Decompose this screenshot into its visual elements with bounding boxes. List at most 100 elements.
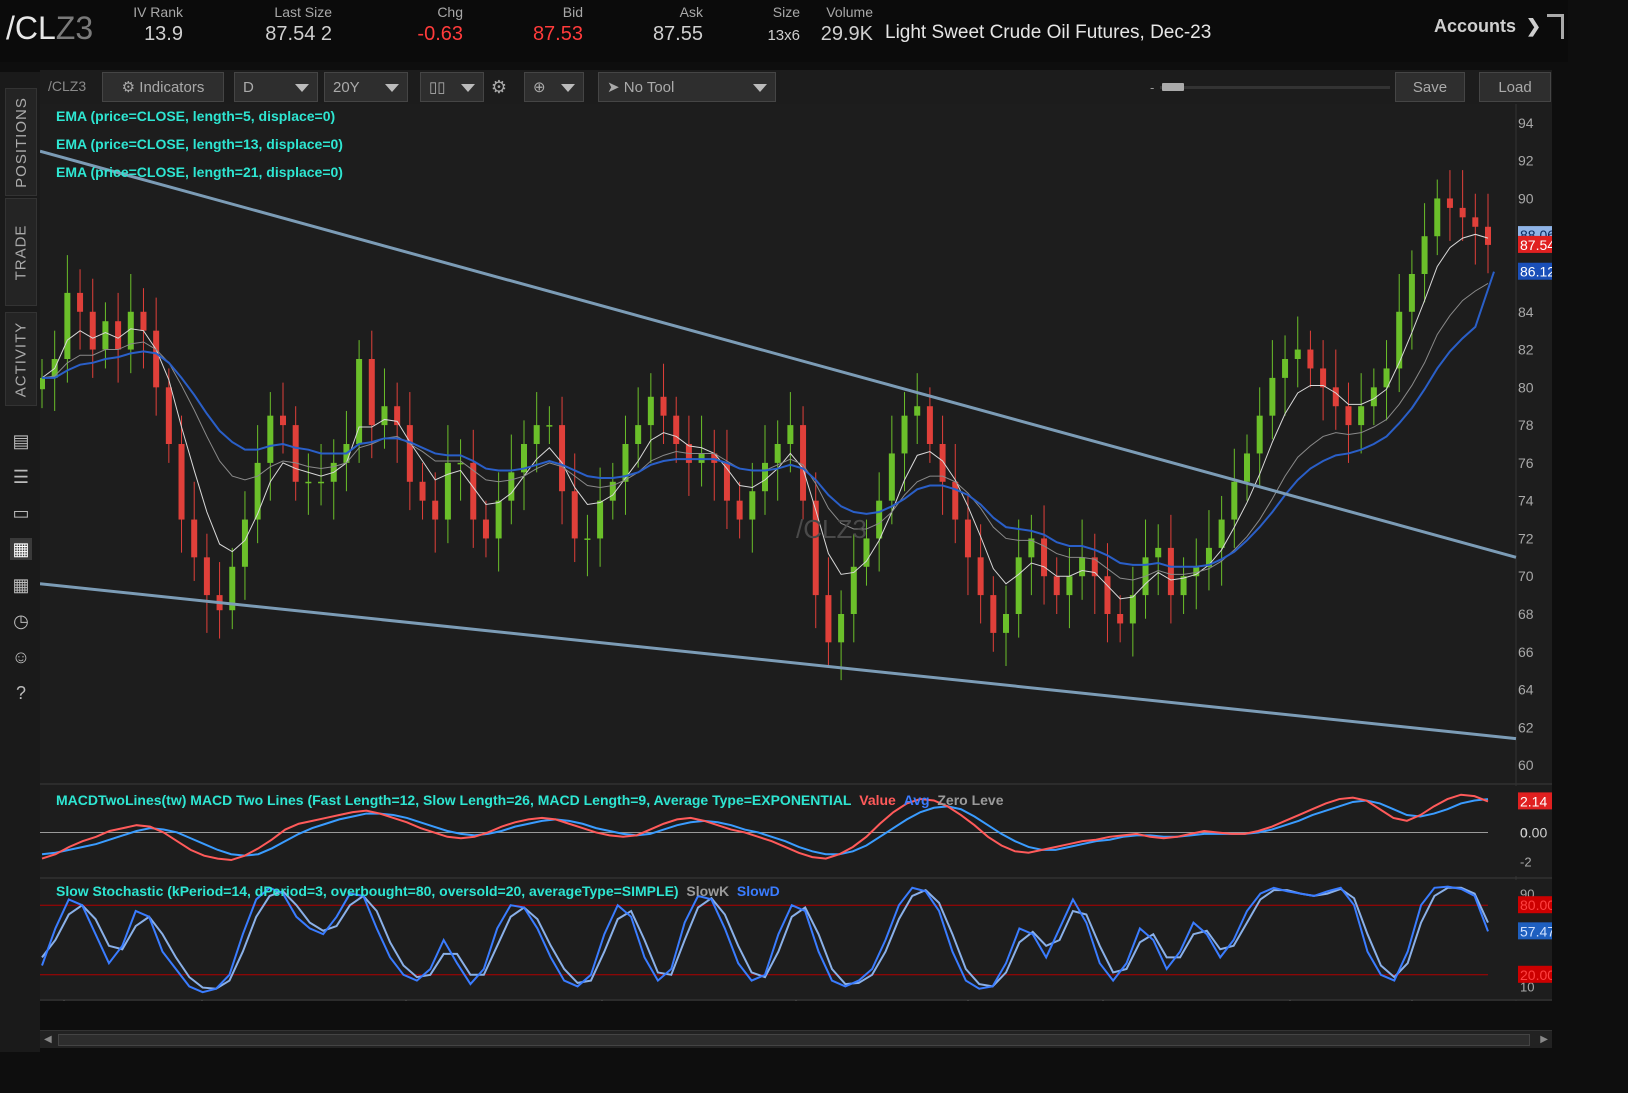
price-pane — [40, 104, 1552, 784]
chart-area[interactable]: 60626466687072747678808284868890929488.0… — [40, 104, 1552, 1001]
candle-body — [508, 472, 515, 501]
candle-body — [1446, 198, 1453, 208]
study-label-stochastic[interactable]: Slow Stochastic (kPeriod=14, dPeriod=3, … — [56, 883, 780, 899]
candle-body — [546, 425, 553, 427]
candle-body — [115, 321, 122, 350]
stoch-badge-label: 20.00 — [1520, 967, 1552, 983]
stoch-badge-label: 57.47 — [1520, 923, 1552, 939]
macd-badge-label: 2.14 — [1520, 793, 1547, 809]
macd-pane — [40, 786, 1552, 876]
zoom-slider[interactable] — [1160, 86, 1390, 89]
price-tick-label: 72 — [1518, 530, 1534, 546]
trendline-upper — [40, 149, 1517, 559]
price-tick-label: 90 — [1518, 190, 1534, 206]
candle-body — [1269, 377, 1276, 416]
studies-menu[interactable]: ⊕ — [524, 72, 584, 102]
ema-line-ema5 — [41, 233, 1489, 600]
candle-body — [1459, 207, 1466, 218]
candle-body — [406, 425, 413, 482]
scroll-thumb[interactable] — [58, 1034, 1530, 1046]
candle-body — [1028, 538, 1035, 558]
load-button[interactable]: Load — [1479, 72, 1551, 102]
price-tick-label: 94 — [1518, 115, 1534, 131]
tab-activity[interactable]: ACTIVITY — [5, 312, 37, 406]
quote-value: 13.9 — [144, 23, 183, 45]
help-icon[interactable]: ? — [15, 683, 26, 703]
tab-positions[interactable]: POSITIONS — [5, 88, 37, 196]
study-label-ema5[interactable]: EMA (price=CLOSE, length=5, displace=0) — [56, 108, 336, 124]
chart-type-select[interactable]: ▯▯ — [420, 72, 484, 102]
candle-body — [1282, 359, 1289, 378]
stoch-badge — [1518, 922, 1552, 940]
candle-body — [647, 396, 654, 426]
macd-tick-label: 0 — [1520, 825, 1527, 840]
candle-body — [673, 415, 680, 444]
candle-body — [1155, 547, 1162, 558]
chart-icon[interactable]: ▦ — [10, 538, 32, 560]
settings-gear-icon[interactable]: ⚙ — [490, 77, 508, 97]
candle-body — [952, 481, 959, 520]
candle-body — [457, 462, 464, 465]
candle-body — [1307, 349, 1314, 369]
chart-canvas[interactable]: 60626466687072747678808284868890929488.0… — [40, 104, 1552, 1001]
grid-icon[interactable]: ▦ — [12, 575, 30, 595]
scroll-left-icon[interactable]: ◀ — [44, 1034, 52, 1045]
quote-label: IV Rank — [133, 4, 183, 20]
price-tick-label: 92 — [1518, 153, 1534, 169]
price-badge — [1518, 235, 1552, 253]
candle-body — [1218, 519, 1225, 548]
scroll-right-icon[interactable]: ▶ — [1540, 1034, 1548, 1045]
quote-iv-rank: IV Rank 13.9 — [133, 4, 183, 46]
stoch-slowk-line — [41, 885, 1489, 994]
candle-body — [292, 425, 299, 482]
candle-body — [635, 425, 642, 444]
corner-icon[interactable] — [1547, 14, 1564, 39]
list-icon[interactable]: ☰ — [12, 467, 30, 487]
candle-body — [559, 425, 566, 492]
flask-icon: ⚙ — [121, 79, 140, 96]
candle-body — [1244, 453, 1250, 482]
instrument-description: Light Sweet Crude Oil Futures, Dec-23 — [885, 22, 1212, 43]
candle-body — [1180, 576, 1187, 596]
candle-body — [926, 406, 933, 444]
quote-size: Size 13x6 — [767, 4, 800, 44]
chevron-down-icon — [753, 84, 767, 92]
people-icon[interactable]: ☺ — [11, 647, 31, 667]
quote-value: 13x6 — [767, 27, 800, 44]
quote-label: Chg — [437, 4, 463, 20]
quote-label: Volume — [826, 4, 873, 20]
chevron-down-icon — [461, 84, 475, 92]
candle-body — [1358, 406, 1365, 426]
study-label-ema13[interactable]: EMA (price=CLOSE, length=13, displace=0) — [56, 136, 343, 152]
candle-body — [1472, 217, 1479, 227]
timeframe-select[interactable]: 20Y — [324, 72, 408, 102]
symbol-title[interactable]: /CLZ3 — [6, 10, 94, 46]
candle-body — [838, 614, 845, 643]
candle-body — [723, 462, 730, 501]
study-label-macd[interactable]: MACDTwoLines(tw) MACD Two Lines (Fast Le… — [56, 792, 1004, 808]
document-icon[interactable]: ▤ — [12, 431, 30, 451]
drawing-tool-select[interactable]: ➤ No Tool — [598, 72, 776, 102]
aggregation-select[interactable]: D — [234, 72, 318, 102]
tab-trade[interactable]: TRADE — [5, 198, 37, 306]
candle-body — [1370, 387, 1377, 407]
crosshair-icon: ⊕ — [533, 79, 546, 96]
indicators-button[interactable]: ⚙ Indicators — [102, 72, 224, 102]
chart-symbol[interactable]: /CLZ3 — [48, 78, 87, 94]
save-button[interactable]: Save — [1395, 72, 1465, 102]
zoom-out-button[interactable]: - — [1150, 80, 1155, 95]
stoch-badge-label: 80.00 — [1520, 897, 1552, 913]
candle-body — [305, 481, 312, 484]
gauge-icon[interactable]: ◷ — [13, 611, 29, 631]
candle-body — [140, 311, 147, 331]
zoom-slider-thumb[interactable] — [1162, 83, 1184, 91]
time-scrollbar[interactable]: ◀ ▶ — [40, 1030, 1552, 1048]
candle-body — [89, 311, 96, 350]
candle-body — [1408, 274, 1415, 312]
study-label-ema21[interactable]: EMA (price=CLOSE, length=21, displace=0) — [56, 164, 343, 180]
candle-body — [1485, 226, 1491, 245]
monitor-icon[interactable]: ▭ — [12, 503, 30, 523]
accounts-menu[interactable]: Accounts ❯ — [1434, 16, 1542, 36]
chevron-down-icon: ❯ — [1526, 16, 1542, 36]
stoch-tick-label: 10 — [1520, 979, 1534, 994]
